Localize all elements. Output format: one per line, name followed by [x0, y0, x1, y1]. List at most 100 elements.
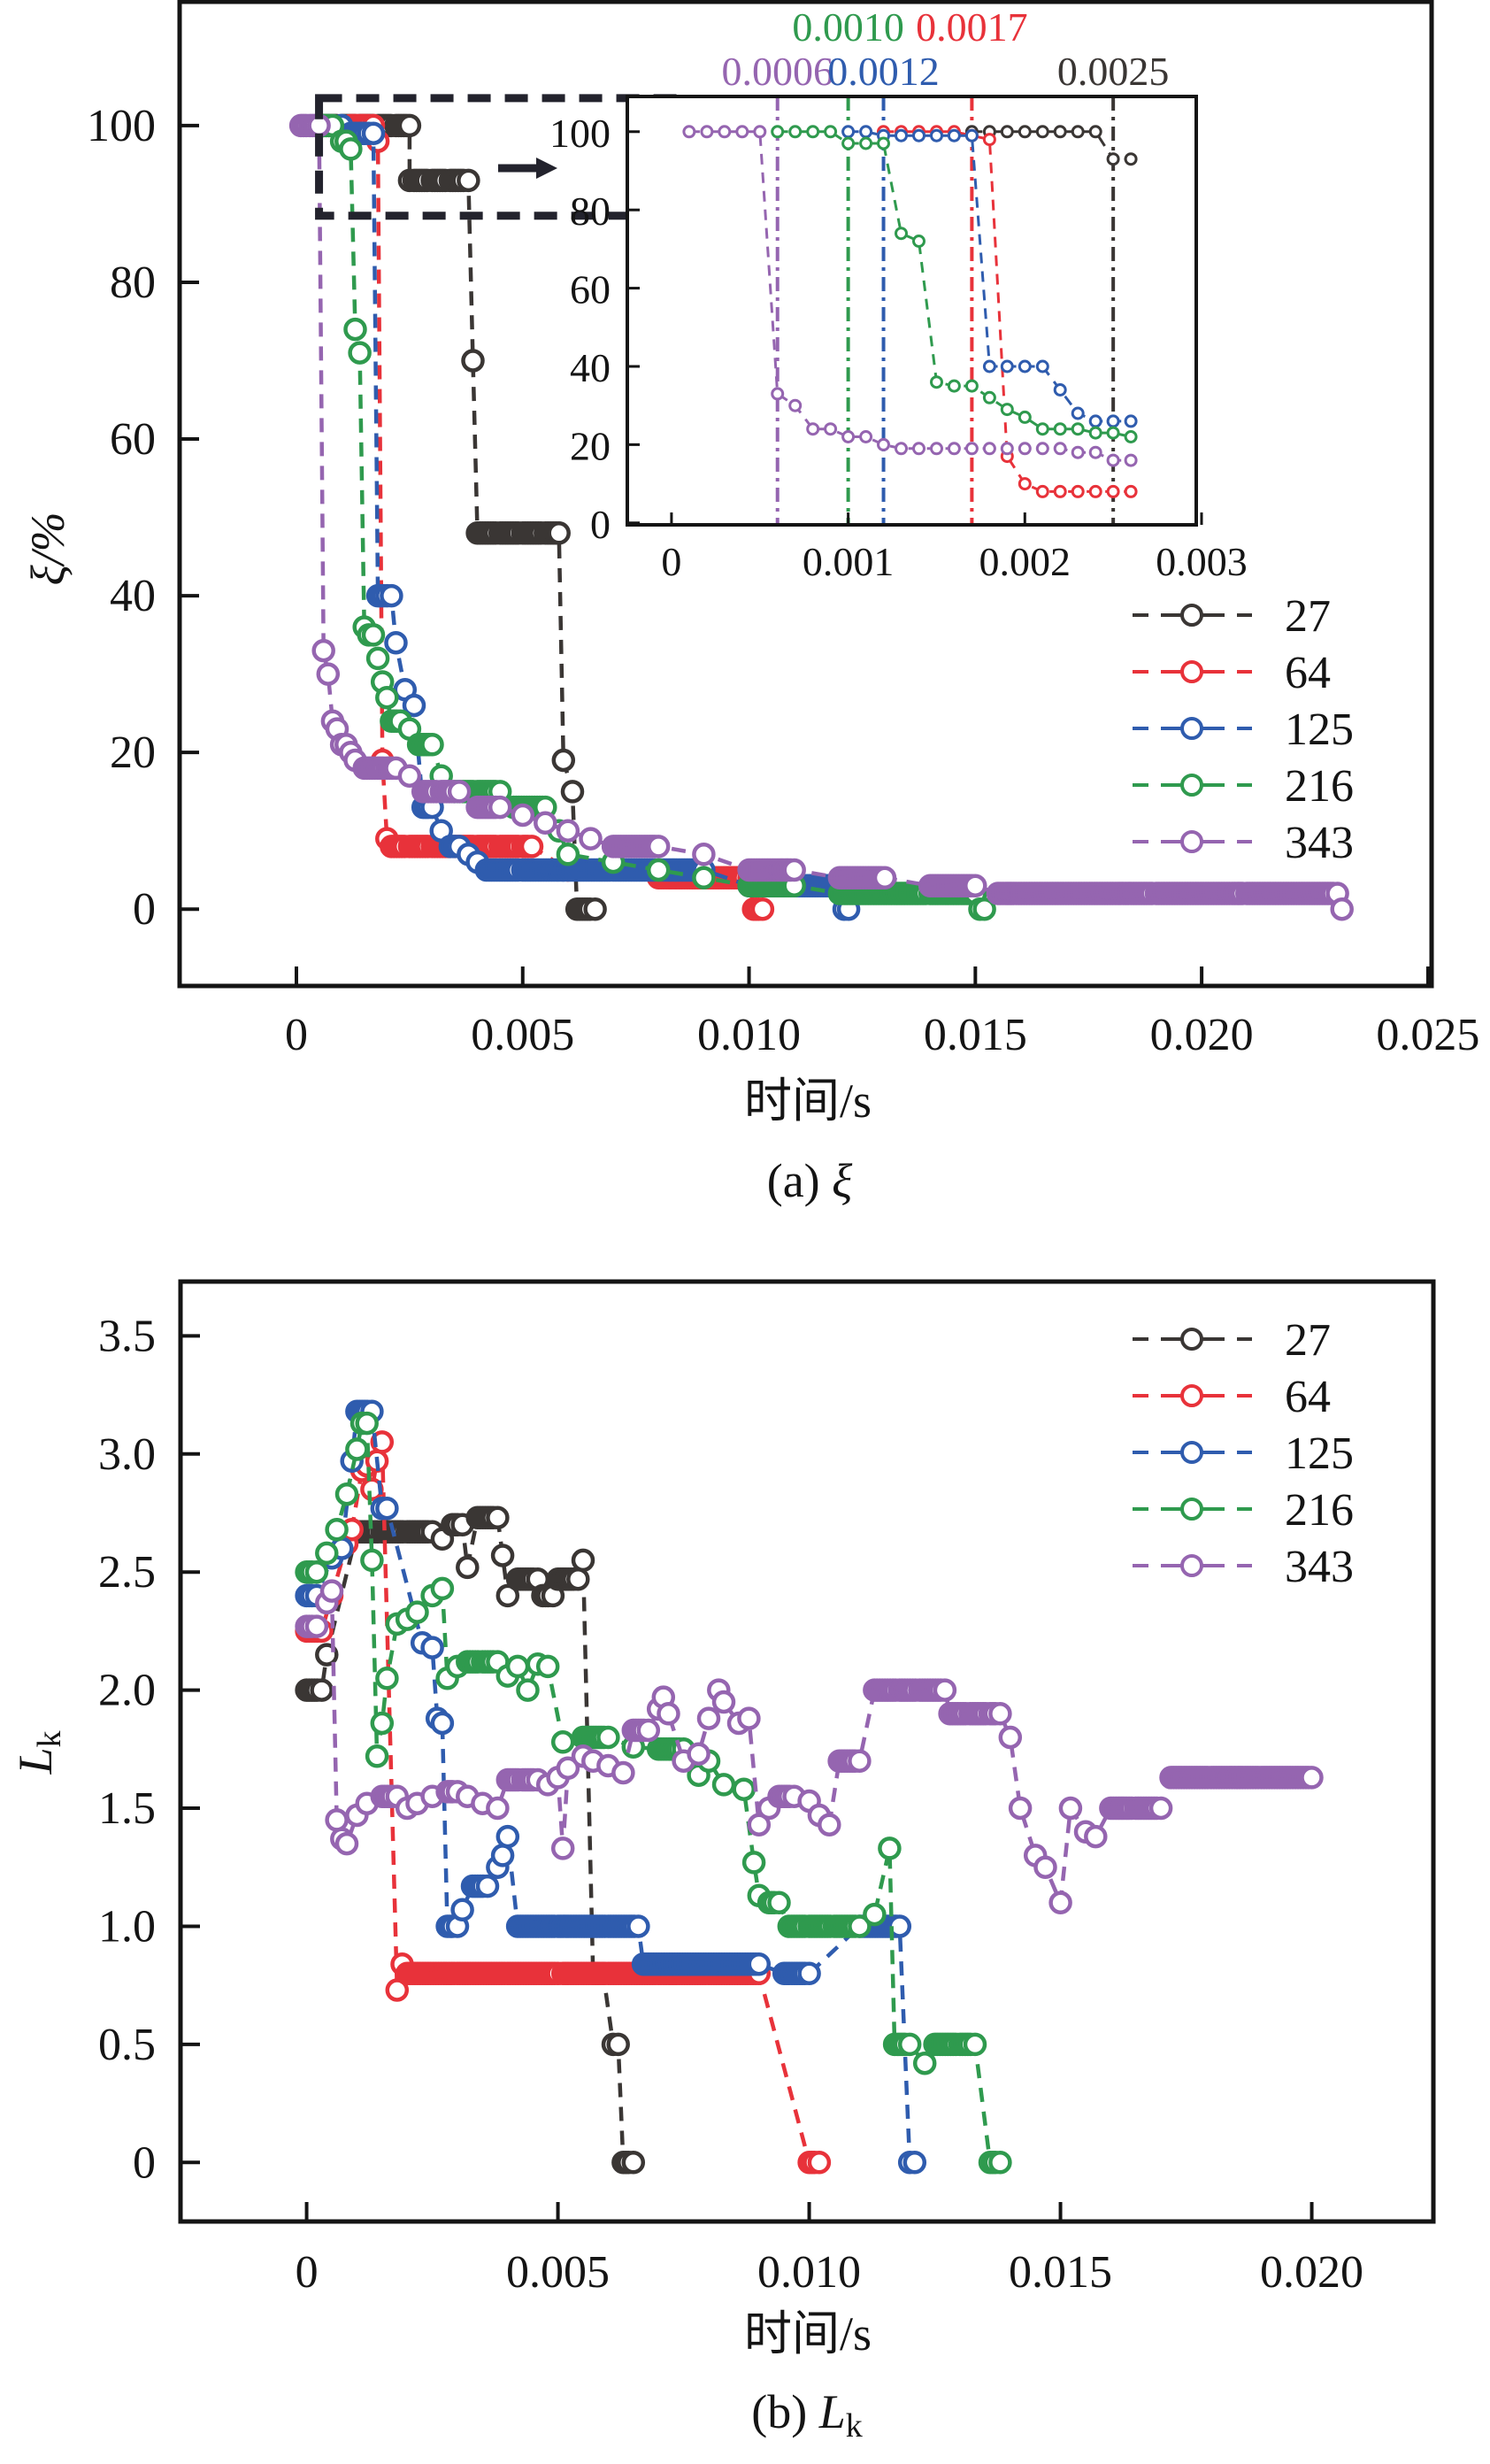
- series-216-point: [1124, 430, 1138, 443]
- vertical-marker-label: 0.0012: [827, 49, 940, 94]
- series-27-point: [1124, 152, 1138, 166]
- series-27-point: [397, 113, 422, 138]
- legend-entry-216: 216: [1133, 761, 1354, 812]
- vertical-marker-label: 0.0017: [916, 4, 1028, 50]
- series-27-point: [1053, 125, 1067, 139]
- y-tick-label: 60: [570, 267, 611, 312]
- panel-a-y-ticks: 0 20 40 60 80 100: [87, 101, 199, 935]
- series-343-point: [877, 437, 890, 451]
- series-125-point: [375, 1496, 399, 1521]
- series-125-point: [930, 128, 943, 142]
- panel-b-legend: 27 64 125 216 343: [1133, 1315, 1354, 1592]
- x-tick-label: 0.010: [697, 1010, 801, 1060]
- series-343-point: [718, 125, 732, 139]
- legend-label: 216: [1285, 1485, 1354, 1536]
- series-343-point: [964, 874, 987, 897]
- panel-a-xi: 0 0.005 0.010 0.015 0.020 0.025 020406080100 …: [21, 0, 1479, 1207]
- series-343-point: [511, 803, 535, 828]
- panel-b-caption: (b) Lk: [751, 2385, 863, 2445]
- series-125-point: [895, 128, 908, 142]
- series-343-point: [696, 1706, 721, 1730]
- legend-marker: [1180, 1554, 1203, 1577]
- series-125-point: [841, 125, 856, 139]
- series-125-point: [947, 128, 961, 142]
- legend-entry-64: 64: [1133, 1372, 1331, 1422]
- series-27-point: [1000, 125, 1014, 139]
- series-343-point: [1330, 897, 1354, 921]
- series-125-point: [1018, 359, 1032, 373]
- series-216-point: [788, 125, 803, 139]
- x-tick-label: 0: [285, 1010, 308, 1060]
- series-343-point: [771, 387, 785, 401]
- series-216-point: [848, 1914, 872, 1938]
- series-64: [295, 1430, 832, 2175]
- series-216-point: [732, 1777, 756, 1801]
- series-125-point: [1071, 406, 1085, 420]
- series-216-point: [930, 375, 943, 389]
- y-tick-label: 60: [110, 414, 156, 465]
- series-343-point: [1035, 442, 1049, 456]
- legend-label: 125: [1285, 705, 1354, 755]
- series-27-point: [606, 2032, 630, 2057]
- panel-a-x-axis-label: 时间/s: [744, 1074, 872, 1128]
- legend-marker: [1180, 1384, 1203, 1407]
- legend-label: 27: [1285, 591, 1331, 642]
- series-125-point: [430, 1711, 455, 1736]
- series-343-point: [988, 1702, 1012, 1726]
- series-27-point: [583, 897, 607, 921]
- series-125-point: [1088, 414, 1102, 428]
- series-27-line: [972, 130, 1132, 161]
- y-tick-label: 0: [133, 2137, 156, 2188]
- series-343-point: [1018, 442, 1032, 456]
- series-216-point: [405, 1600, 429, 1624]
- series-64-point: [1106, 484, 1120, 498]
- series-27-point: [571, 1548, 595, 1573]
- inset-x-ticks: 0 0.001 0.002 0.003: [661, 512, 1248, 584]
- series-216-point: [912, 235, 925, 248]
- series-343-point: [841, 430, 856, 443]
- series-216-point: [963, 2032, 987, 2057]
- series-343-point: [534, 811, 557, 835]
- series-216-point: [771, 125, 785, 139]
- series-343-point: [1124, 453, 1138, 467]
- panel-b-lk: 0 0.005 0.010 0.015 0.020 0 0.5 1.0 1.5 2.0 2.5 3.…: [9, 1279, 1436, 2445]
- series-27: [964, 125, 1138, 166]
- series-343-point: [737, 1706, 761, 1730]
- series-125-point: [964, 128, 979, 142]
- y-tick-label: 3.0: [98, 1429, 156, 1480]
- legend-marker: [1180, 717, 1203, 740]
- series-343-point: [964, 442, 979, 456]
- series-343-point: [1048, 1890, 1072, 1915]
- series-27-point: [457, 168, 480, 193]
- series-216-point: [370, 1711, 395, 1736]
- series-27-point: [1035, 125, 1049, 139]
- x-tick-label: 0: [661, 539, 681, 584]
- series-343-point: [1300, 1766, 1324, 1790]
- y-tick-label: 40: [570, 345, 611, 390]
- series-216-point: [741, 1851, 766, 1875]
- series-216-point: [596, 1725, 620, 1750]
- series-343-point: [488, 795, 512, 820]
- series-343-point: [1071, 445, 1085, 459]
- legend-label: 27: [1285, 1315, 1331, 1366]
- legend-entry-343: 343: [1133, 818, 1354, 868]
- x-tick-label: 0.020: [1150, 1010, 1254, 1060]
- panel-a-legend: 27 64 125 216 343: [1133, 591, 1354, 868]
- legend-label: 64: [1285, 648, 1331, 698]
- series-343-point: [325, 1808, 349, 1832]
- series-216-point: [420, 733, 444, 757]
- x-tick-label: 0.002: [979, 539, 1071, 584]
- series-27-point: [566, 1567, 590, 1591]
- panel-b-series: [295, 1399, 1324, 2175]
- series-216-point: [1000, 403, 1014, 417]
- series-343-point: [1148, 1796, 1173, 1821]
- series-64-point: [519, 835, 544, 859]
- series-125-point: [982, 359, 996, 373]
- series-216-point: [361, 623, 386, 647]
- series-64-point: [1088, 484, 1102, 498]
- series-125-point: [1124, 414, 1138, 428]
- series-343-line: [306, 1590, 1312, 1911]
- series-216-point: [988, 2151, 1012, 2175]
- series-216-point: [556, 843, 580, 866]
